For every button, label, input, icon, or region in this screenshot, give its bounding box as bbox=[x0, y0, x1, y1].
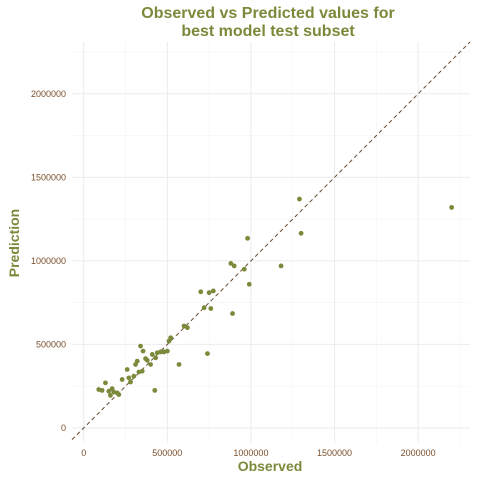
data-point-27 bbox=[158, 349, 164, 355]
data-point-3 bbox=[106, 388, 112, 394]
data-point-44 bbox=[241, 266, 247, 272]
data-points bbox=[96, 196, 455, 398]
data-point-11 bbox=[126, 375, 132, 381]
data-point-34 bbox=[184, 325, 190, 331]
data-point-18 bbox=[139, 368, 145, 374]
data-point-29 bbox=[164, 348, 170, 354]
data-point-35 bbox=[198, 289, 204, 295]
data-point-1 bbox=[99, 387, 105, 393]
y-tick-label-3: 1500000 bbox=[31, 172, 66, 182]
data-point-10 bbox=[124, 367, 130, 372]
data-point-24 bbox=[152, 387, 158, 393]
data-point-45 bbox=[245, 235, 250, 241]
data-point-50 bbox=[449, 205, 455, 210]
data-point-43 bbox=[231, 263, 237, 269]
data-point-36 bbox=[201, 305, 207, 311]
data-point-17 bbox=[138, 343, 143, 349]
data-point-8 bbox=[116, 392, 122, 397]
data-point-49 bbox=[298, 230, 304, 236]
chart-title-line-1: Observed vs Predicted values for bbox=[141, 5, 394, 22]
data-point-38 bbox=[206, 290, 212, 296]
x-axis-title: Observed bbox=[238, 458, 303, 474]
y-axis-title: Prediction bbox=[6, 209, 22, 277]
data-point-25 bbox=[153, 355, 159, 361]
data-point-21 bbox=[144, 357, 150, 363]
data-point-42 bbox=[230, 311, 235, 316]
y-axis-tick-labels: 0 500000 1000000 1500000 2000000 bbox=[31, 89, 66, 433]
data-point-12 bbox=[128, 379, 133, 385]
data-point-4 bbox=[108, 392, 113, 398]
x-tick-label-4: 2000000 bbox=[401, 448, 436, 458]
data-point-41 bbox=[228, 260, 234, 266]
data-point-40 bbox=[210, 288, 216, 294]
data-point-32 bbox=[176, 362, 182, 367]
data-point-2 bbox=[103, 380, 108, 386]
y-tick-label-0: 0 bbox=[61, 423, 66, 433]
y-tick-label-2: 1000000 bbox=[31, 256, 66, 266]
data-point-48 bbox=[297, 196, 302, 202]
data-point-37 bbox=[205, 351, 210, 357]
y-tick-label-1: 500000 bbox=[36, 339, 66, 349]
data-point-47 bbox=[278, 263, 284, 269]
x-tick-label-3: 1500000 bbox=[317, 448, 352, 458]
data-point-39 bbox=[208, 306, 214, 311]
plot-grid bbox=[72, 42, 470, 443]
data-point-15 bbox=[134, 358, 140, 364]
x-tick-label-2: 1000000 bbox=[233, 448, 268, 458]
data-point-19 bbox=[140, 348, 146, 354]
chart-title-line-2: best model test subset bbox=[181, 23, 355, 40]
data-point-31 bbox=[168, 335, 174, 341]
data-point-22 bbox=[148, 362, 153, 367]
x-axis-tick-labels: 0 500000 1000000 1500000 2000000 bbox=[81, 448, 435, 458]
data-point-13 bbox=[131, 373, 137, 379]
data-point-23 bbox=[149, 352, 155, 357]
y-tick-label-4: 2000000 bbox=[31, 89, 66, 99]
data-point-9 bbox=[119, 377, 125, 382]
x-tick-label-1: 500000 bbox=[152, 448, 182, 458]
data-point-46 bbox=[246, 281, 252, 287]
x-tick-label-0: 0 bbox=[81, 448, 86, 458]
